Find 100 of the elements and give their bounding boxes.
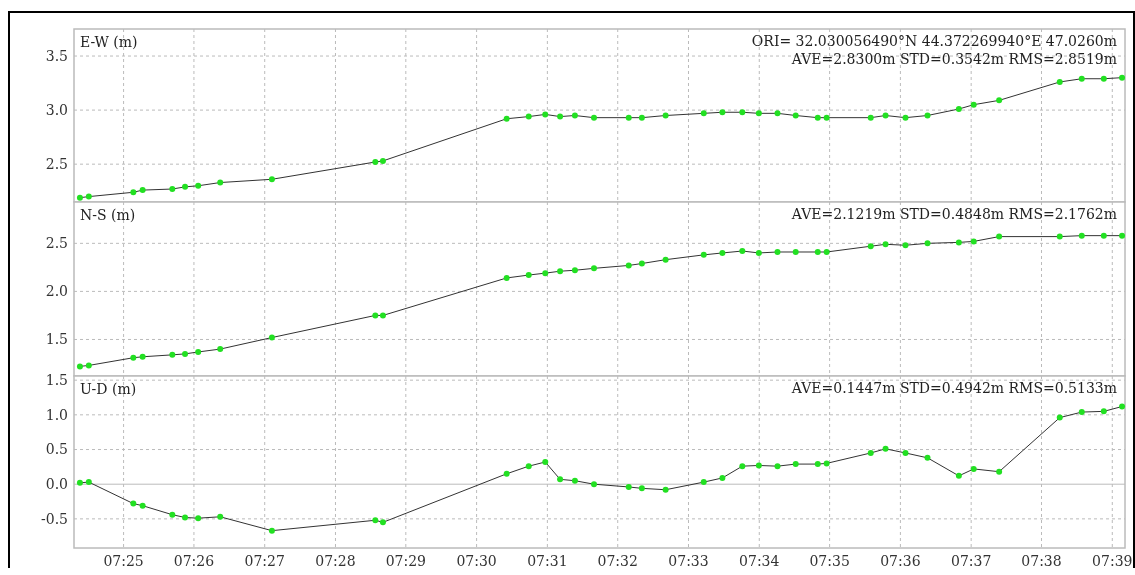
point <box>76 194 83 201</box>
point <box>719 109 726 116</box>
point <box>169 351 176 358</box>
point <box>755 462 762 469</box>
point <box>590 265 597 272</box>
point <box>379 519 386 526</box>
point <box>700 479 707 486</box>
point <box>792 248 799 255</box>
point <box>195 182 202 189</box>
x-tick-label: 07:32 <box>597 553 638 569</box>
point <box>700 251 707 258</box>
x-tick-label: 07:33 <box>668 553 709 569</box>
point <box>814 248 821 255</box>
point <box>792 112 799 119</box>
point <box>823 114 830 121</box>
point <box>1100 75 1107 82</box>
point <box>130 354 137 361</box>
y-axis-title: U-D (m) <box>80 381 137 397</box>
point <box>85 362 92 369</box>
point <box>268 334 275 341</box>
x-tick-label: 07:34 <box>739 553 780 569</box>
x-tick-label: 07:27 <box>244 553 285 569</box>
x-tick-label: 07:38 <box>1021 553 1062 569</box>
point <box>571 112 578 119</box>
point <box>638 485 645 492</box>
y-axis-title: E-W (m) <box>80 34 138 50</box>
y-tick-label: 2.5 <box>45 156 68 173</box>
point <box>823 248 830 255</box>
point <box>1119 232 1126 239</box>
point <box>76 479 83 486</box>
point <box>372 312 379 319</box>
point <box>76 363 83 370</box>
point <box>867 449 874 456</box>
point <box>1119 74 1126 81</box>
y-tick-label: -0.5 <box>41 510 68 527</box>
x-tick-label: 07:29 <box>385 553 427 569</box>
point <box>542 111 549 118</box>
y-tick-label: 0.5 <box>45 441 68 458</box>
annotation: AVE=2.8300m STD=0.3542m RMS=2.8519m <box>790 51 1117 67</box>
point <box>372 517 379 524</box>
point <box>169 186 176 193</box>
point <box>85 193 92 200</box>
x-tick-label: 07:37 <box>950 553 992 569</box>
point <box>139 353 146 360</box>
point <box>882 112 889 119</box>
point <box>130 189 137 196</box>
point <box>882 445 889 452</box>
point <box>268 527 275 534</box>
point <box>902 114 909 121</box>
x-tick-label: 07:28 <box>315 553 356 569</box>
point <box>557 113 564 120</box>
point <box>1078 232 1085 239</box>
point <box>182 183 189 190</box>
point <box>217 513 224 520</box>
y-tick-label: 3.0 <box>45 101 68 118</box>
point <box>557 476 564 483</box>
point <box>719 474 726 481</box>
x-tick-label: 07:35 <box>809 553 850 569</box>
point <box>130 500 137 507</box>
y-tick-label: 1.5 <box>45 372 68 389</box>
point <box>996 468 1003 475</box>
point <box>372 158 379 165</box>
point <box>1100 232 1107 239</box>
point <box>542 459 549 465</box>
point <box>525 463 532 470</box>
point <box>867 114 874 121</box>
point <box>924 112 931 119</box>
x-tick-label: 07:30 <box>456 553 497 569</box>
point <box>814 461 821 468</box>
y-tick-label: 0.0 <box>45 476 68 493</box>
x-tick-label: 07:31 <box>527 553 568 569</box>
point <box>1078 75 1085 82</box>
y-tick-label: 1.0 <box>45 406 68 423</box>
y-tick-label: 2.5 <box>45 235 68 252</box>
point <box>217 179 224 186</box>
point <box>739 248 746 255</box>
y-tick-label: 1.5 <box>45 331 68 348</box>
point <box>662 112 669 119</box>
point <box>662 256 669 263</box>
point <box>755 110 762 117</box>
point <box>638 114 645 121</box>
point <box>924 240 931 247</box>
point <box>571 477 578 484</box>
point <box>792 461 799 468</box>
point <box>970 465 977 472</box>
point <box>169 511 176 518</box>
point <box>525 272 532 279</box>
point <box>379 312 386 319</box>
point <box>590 481 597 488</box>
point <box>662 486 669 493</box>
point <box>719 249 726 256</box>
y-axis-title: N-S (m) <box>80 207 136 223</box>
point <box>268 176 275 183</box>
point <box>638 260 645 267</box>
point <box>525 113 532 120</box>
point <box>85 479 92 486</box>
point <box>902 449 909 456</box>
point <box>139 187 146 194</box>
point <box>503 274 510 281</box>
point <box>182 350 189 357</box>
